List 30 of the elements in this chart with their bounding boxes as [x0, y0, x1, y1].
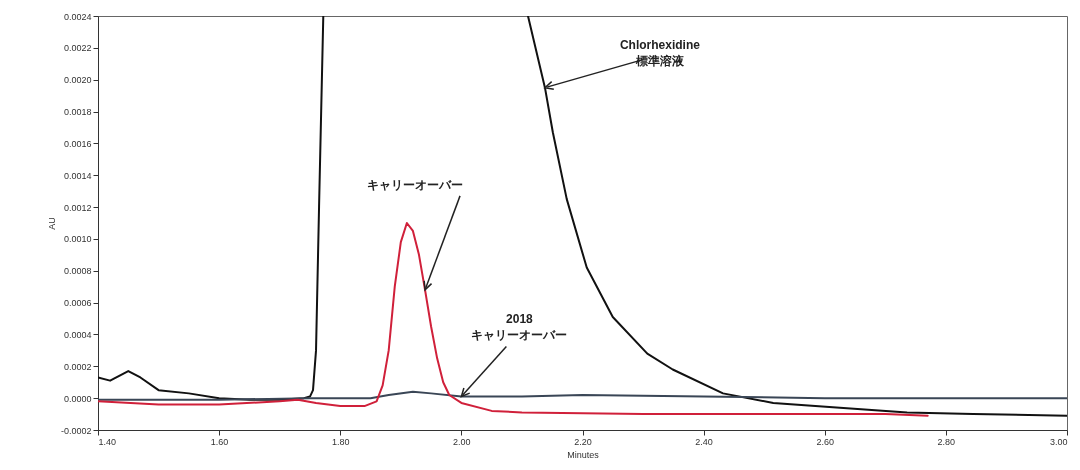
- y-tick-label: 0.0008: [63, 266, 92, 277]
- y-tick-label: 0.0004: [63, 329, 92, 340]
- y-tick-label: 0.0006: [63, 298, 92, 309]
- y-tick-label: 0.0020: [63, 75, 92, 86]
- y-tick-label: 0.0014: [63, 170, 92, 181]
- annotation: Chlorhexidine 標準溶液: [619, 37, 701, 68]
- y-tick-label: 0.0002: [63, 361, 92, 372]
- x-tick-label: 2.80: [937, 436, 956, 447]
- line-series: [98, 390, 1067, 401]
- y-tick-label: 0.0000: [63, 393, 92, 404]
- y-tick-label: 0.0012: [63, 202, 92, 213]
- x-axis-title: Minutes: [567, 449, 600, 460]
- x-tick-label: 1.40: [98, 436, 117, 447]
- x-tick-label: 2.40: [695, 436, 713, 447]
- y-tick-label: -0.0002: [60, 425, 92, 436]
- y-axis-title: AU: [46, 217, 57, 230]
- y-tick-label: 0.0010: [63, 234, 92, 245]
- x-tick-label: 2.20: [574, 436, 592, 447]
- annotation: 2018 キャリーオーバー: [471, 311, 568, 342]
- x-tick-label: 3.00: [1049, 436, 1068, 447]
- annotation: キャリーオーバー: [367, 177, 464, 192]
- y-tick-label: 0.0018: [63, 107, 92, 118]
- x-tick-label: 2.00: [453, 436, 471, 447]
- x-tick-label: 1.60: [210, 436, 229, 447]
- x-tick-label: 1.80: [331, 436, 350, 447]
- y-tick-label: 0.0016: [63, 138, 92, 149]
- y-tick-label: 0.0022: [63, 43, 92, 54]
- line-series: [98, 222, 929, 417]
- x-tick-label: 2.60: [816, 436, 835, 447]
- y-tick-label: 0.0024: [63, 11, 92, 22]
